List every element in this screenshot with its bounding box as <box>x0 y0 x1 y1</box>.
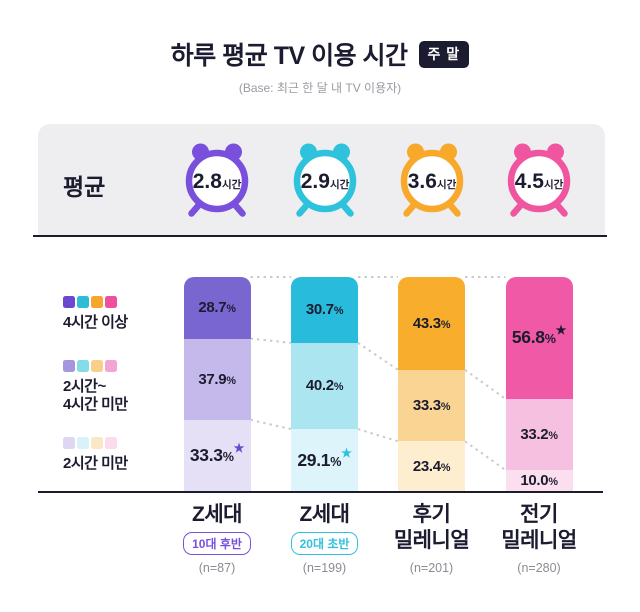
svg-text:3.6시간: 3.6시간 <box>407 170 456 193</box>
legend-label: 4시간 이상 <box>63 313 128 331</box>
bar-segment: 28.7% <box>183 277 251 339</box>
dotted-connector <box>464 369 507 400</box>
legend-label: 2시간~ 4시간 미만 <box>63 377 128 413</box>
sample-size: (n=201) <box>409 561 454 575</box>
bar-segment: 40.2% <box>291 342 358 430</box>
legend-swatch <box>77 296 89 308</box>
category-label: 후기 밀레니얼 (n=201) <box>377 502 487 575</box>
bar-segment: 30.7% <box>291 277 358 343</box>
legend-swatch <box>105 360 117 372</box>
category-label: Z세대 10대 후반 (n=87) <box>162 502 272 575</box>
segment-value: 33.2% <box>520 425 558 443</box>
bar-segment: 56.8%★ <box>505 277 573 399</box>
category-name: Z세대 <box>299 503 350 526</box>
legend-item: 2시간 미만 <box>63 437 193 473</box>
bar-column: 56.8%★ 33.2% 10.0% <box>505 277 573 492</box>
axis-baseline <box>38 490 603 493</box>
dotted-connector <box>357 428 399 443</box>
star-icon: ★ <box>233 441 245 456</box>
sample-size: (n=87) <box>198 561 236 575</box>
weekend-badge: 주 말 <box>418 40 470 68</box>
legend-swatch <box>63 437 75 449</box>
dotted-connector <box>357 342 399 371</box>
segment-value: 40.2% <box>305 377 344 395</box>
bar-segment: 10.0% <box>505 470 573 492</box>
segment-value: 33.3% <box>412 397 451 415</box>
segment-value: 43.3% <box>412 314 451 332</box>
bar-column: 43.3% 33.3% 23.4% <box>398 277 465 492</box>
average-label: 평균 <box>63 174 106 200</box>
segment-value: 37.9% <box>198 370 236 388</box>
dotted-connector <box>464 440 507 471</box>
legend-item: 2시간~ 4시간 미만 <box>63 360 193 414</box>
dotted-connector <box>250 337 292 344</box>
legend-item: 4시간 이상 <box>63 296 193 332</box>
dotted-connector <box>250 418 292 431</box>
svg-text:2.9시간: 2.9시간 <box>300 170 349 193</box>
category-name: Z세대 <box>192 503 242 526</box>
star-icon: ★ <box>555 323 567 338</box>
legend-swatch <box>91 437 103 449</box>
bar-segment: 29.1%★ <box>291 429 358 492</box>
category-name: 전기 밀레니얼 <box>501 503 577 552</box>
segment-value: 30.7% <box>305 301 344 319</box>
legend-swatch <box>91 360 103 372</box>
page-title: 하루 평균 TV 이용 시간 <box>170 42 408 70</box>
sample-size: (n=199) <box>302 561 347 575</box>
legend-swatches <box>63 296 193 308</box>
category-label: 전기 밀레니얼 (n=280) <box>484 502 594 575</box>
age-badge: 10대 후반 <box>183 532 251 555</box>
svg-text:4.5시간: 4.5시간 <box>515 170 564 193</box>
legend-swatch <box>77 360 89 372</box>
sample-size: (n=280) <box>517 561 561 575</box>
bar-segment: 37.9% <box>183 338 251 420</box>
segment-value: 29.1%★ <box>297 445 352 470</box>
alarm-clock-icon: 3.6시간 <box>392 140 472 220</box>
svg-text:2.8시간: 2.8시간 <box>193 170 242 193</box>
category-name-block: 전기 밀레니얼 <box>501 502 577 558</box>
legend-label: 2시간 미만 <box>63 454 128 472</box>
age-badge: 20대 초반 <box>290 532 359 555</box>
bar-segment: 33.3% <box>398 369 465 442</box>
title-row: 하루 평균 TV 이용 시간 주 말 <box>0 36 640 72</box>
bar-segment: 43.3% <box>398 277 465 370</box>
category-name-block: Z세대 10대 후반 <box>183 502 251 558</box>
bar-segment: 33.3%★ <box>183 419 251 492</box>
base-note: (Base: 최근 한 달 내 TV 이용자) <box>238 81 402 95</box>
segment-value: 28.7% <box>198 299 236 317</box>
category-name-block: Z세대 20대 초반 <box>290 502 359 558</box>
legend-swatch <box>91 296 103 308</box>
bar-column: 28.7% 37.9% 33.3%★ <box>183 277 251 492</box>
category-name-block: 후기 밀레니얼 <box>393 502 470 558</box>
legend-swatches <box>63 360 193 372</box>
segment-value: 33.3%★ <box>189 441 245 466</box>
category-label: Z세대 20대 초반 (n=199) <box>270 502 380 575</box>
star-icon: ★ <box>341 445 352 460</box>
legend-swatch <box>77 437 89 449</box>
segment-value: 23.4% <box>412 457 451 475</box>
band-divider-line <box>33 234 607 237</box>
alarm-clock-icon: 4.5시간 <box>499 140 579 220</box>
legend-swatch <box>63 360 75 372</box>
bar-segment: 23.4% <box>398 441 465 492</box>
category-name: 후기 밀레니얼 <box>393 503 470 552</box>
legend-swatch <box>105 437 117 449</box>
bar-column: 30.7% 40.2% 29.1%★ <box>291 277 358 492</box>
legend-swatches <box>63 437 193 449</box>
legend-swatch <box>63 296 75 308</box>
alarm-clock-icon: 2.8시간 <box>177 140 257 220</box>
alarm-clock-icon: 2.9시간 <box>285 140 365 220</box>
legend-swatch <box>105 296 117 308</box>
segment-value: 10.0% <box>520 472 558 490</box>
segment-value: 56.8%★ <box>511 323 567 348</box>
bar-segment: 33.2% <box>505 398 573 471</box>
